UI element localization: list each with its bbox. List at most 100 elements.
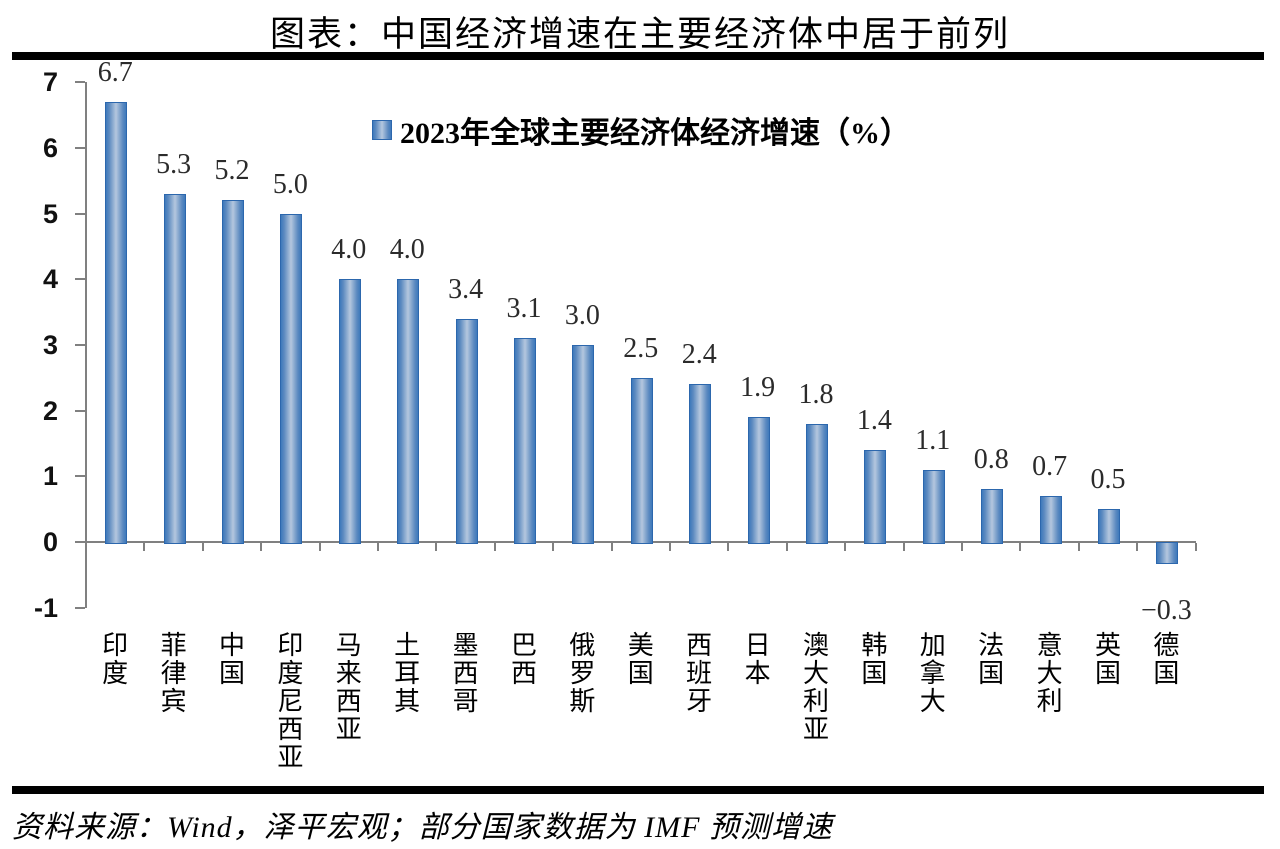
bar [981,489,1004,544]
category-label: 西班牙 [670,632,728,716]
category-label-char: 其 [394,687,421,716]
y-tick-label: 5 [42,198,58,229]
bar [514,338,536,544]
category-label: 巴西 [495,632,553,688]
x-tick [85,543,87,551]
category-label-char: 俄 [569,631,596,660]
category-label-char: 菲 [160,631,187,660]
x-tick [377,543,379,551]
category-label-char: 利 [802,687,829,716]
category-label-char: 国 [861,659,888,688]
x-tick [318,543,321,551]
y-tick [75,409,85,412]
category-label: 土耳其 [378,632,436,716]
y-tick [75,541,85,543]
bar-value-label: 5.0 [272,168,308,200]
category-label: 墨西哥 [437,632,495,716]
top-rule [12,52,1264,60]
category-label: 俄罗斯 [553,632,611,716]
category-label: 德国 [1137,632,1195,688]
bar-value-label: 0.8 [973,444,1009,476]
category-label-char: 韩 [861,631,888,660]
category-label-char: 西 [510,659,537,688]
category-label-char: 大 [1036,659,1063,688]
category-label: 法国 [962,632,1020,688]
plot-area: 2023年全球主要经济体经济增速（%） 7 6 5 4 3 2 1 0 -1 6.7 印度 5.3 菲律… [0,56,1280,786]
y-tick-label: 3 [42,329,58,360]
bar-value-label: 0.7 [1032,451,1068,482]
category-label-char: 澳 [802,631,829,660]
category-label-char: 度 [102,659,129,688]
bar-value-label: −0.3 [1140,594,1192,626]
category-label-char: 西 [335,687,362,716]
bar-value-label: 5.3 [156,148,192,180]
category-label-char: 国 [978,659,1005,688]
category-label-char: 利 [1036,687,1063,716]
category-label-char: 意 [1036,631,1063,660]
y-tick-label: 2 [42,395,58,426]
category-label-char: 来 [335,659,362,688]
y-tick [75,212,85,215]
x-tick [1136,543,1139,551]
x-tick [785,543,788,551]
bottom-rule [12,786,1264,794]
category-label-char: 律 [160,659,187,688]
x-tick [1019,543,1022,551]
category-label-char: 印 [277,631,304,660]
bar-value-label: 0.5 [1090,464,1126,496]
bar-value-label: 2.4 [681,339,717,371]
category-label: 马来西亚 [320,632,378,744]
x-tick [961,543,963,551]
category-label-char: 亚 [335,715,362,744]
category-label: 意大利 [1021,632,1079,716]
x-tick [727,543,730,551]
category-label: 加拿大 [904,632,962,716]
category-label-char: 国 [218,659,245,688]
x-tick [844,543,847,551]
y-tick-label: 7 [42,67,58,98]
category-label: 印度尼西亚 [261,632,319,772]
y-tick [75,146,85,149]
legend: 2023年全球主要经济体经济增速（%） [372,108,910,152]
category-label: 澳大利亚 [787,632,845,744]
chart-title: 图表：中国经济增速在主要经济体中居于前列 [269,15,1010,54]
category-label-char: 斯 [569,687,596,716]
x-tick [902,543,905,551]
category-label-char: 土 [394,631,421,660]
bar-value-label: 6.7 [97,56,133,88]
bar [922,469,945,544]
bar [338,279,361,544]
category-label: 日本 [729,632,787,688]
y-tick-label: 1 [42,461,58,492]
bar [1039,496,1062,544]
category-label-char: 国 [1153,659,1180,688]
category-label-char: 巴 [510,631,537,660]
category-label: 英国 [1079,632,1137,688]
category-label-char: 日 [744,631,771,660]
bar-value-label: 1.9 [740,372,776,404]
bar [163,193,186,544]
bar [105,101,128,544]
x-tick [1194,543,1197,551]
bar-value-label: 2.5 [623,332,659,364]
category-label-char: 亚 [277,743,304,772]
bar-value-label: 1.8 [798,378,834,410]
y-tick-label: 6 [42,132,58,163]
category-label-char: 法 [978,631,1005,660]
bar-value-label: 1.1 [915,424,951,456]
y-tick-label: 4 [42,264,58,295]
category-label-char: 尼 [277,687,304,716]
x-tick [201,543,204,551]
bar-value-label: 1.4 [856,405,892,437]
y-tick [75,81,85,84]
category-label-char: 国 [627,659,654,688]
x-tick [435,543,438,551]
category-label-char: 哥 [452,687,479,716]
bar [455,318,478,544]
x-tick [493,543,496,551]
bar [747,417,770,544]
x-tick [260,543,263,551]
category-label-char: 英 [1094,631,1121,660]
category-label-char: 亚 [802,715,829,744]
